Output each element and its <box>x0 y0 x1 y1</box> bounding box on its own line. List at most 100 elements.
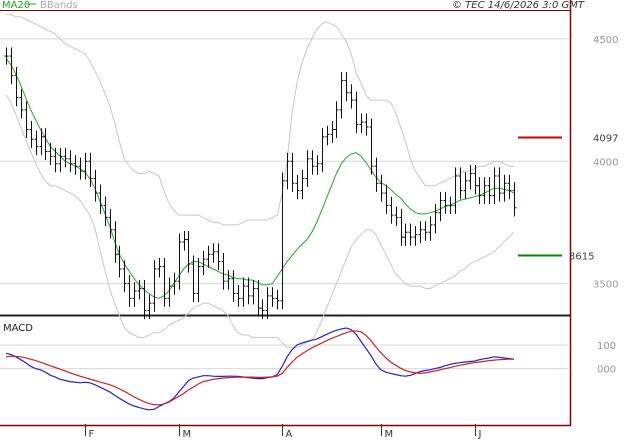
price-bar <box>349 84 354 109</box>
price-bar <box>438 191 443 222</box>
price-bar <box>428 216 433 241</box>
bollinger-bands <box>5 13 515 348</box>
price-bar <box>394 206 399 227</box>
price-bar <box>251 279 256 305</box>
price-bar <box>502 174 507 202</box>
price-bars <box>4 47 517 320</box>
x-tick-label: A <box>286 429 293 440</box>
price-bar <box>167 277 172 307</box>
price-bar <box>83 152 88 180</box>
price-bar <box>344 71 349 102</box>
price-bar <box>157 257 162 278</box>
price-bar <box>117 245 122 278</box>
price-bar <box>24 101 29 139</box>
price-bar <box>408 223 413 246</box>
price-bar <box>93 169 98 202</box>
price-bar <box>300 169 305 200</box>
price-bar <box>132 282 137 307</box>
price-bar <box>260 299 265 320</box>
price-bar <box>246 277 251 305</box>
ma20-path <box>5 58 515 299</box>
macd-panel <box>5 327 515 411</box>
price-bar <box>48 142 53 165</box>
price-bar <box>216 243 221 271</box>
price-bar <box>487 177 492 205</box>
resistance-level-label: 4097 <box>593 134 618 145</box>
price-bar <box>206 245 211 268</box>
price-bar <box>88 152 93 187</box>
price-bar <box>512 182 517 217</box>
macd-tick-label: 000 <box>597 365 616 376</box>
price-bar <box>108 208 113 239</box>
price-bar <box>211 243 216 263</box>
price-bar <box>186 231 191 273</box>
price-bar <box>34 130 39 156</box>
price-bar <box>63 147 68 168</box>
bb-lower-band <box>5 94 515 348</box>
price-bar <box>113 221 118 263</box>
price-levels: 4097 3615 <box>518 134 618 262</box>
price-bar <box>9 47 14 85</box>
price-bar <box>43 128 48 161</box>
price-bar <box>359 113 364 134</box>
x-tick-label: M <box>385 429 394 440</box>
price-bar <box>468 164 473 190</box>
y-tick-label: 4500 <box>593 35 618 46</box>
price-bar <box>152 260 157 312</box>
price-bar <box>423 221 428 241</box>
price-bar <box>477 177 482 205</box>
bbands-legend: BBands <box>40 0 78 11</box>
price-bar <box>191 255 196 302</box>
signal-line <box>5 330 514 406</box>
price-bar <box>172 272 177 295</box>
price-bar <box>305 150 310 187</box>
price-bar <box>280 172 285 310</box>
price-bar <box>339 71 344 119</box>
price-bar <box>265 287 270 320</box>
price-bar <box>147 294 152 320</box>
price-bar <box>458 167 463 200</box>
price-bar <box>53 147 58 173</box>
price-bar <box>285 152 290 190</box>
price-bar <box>403 223 408 246</box>
price-bar <box>354 91 359 134</box>
price-bar <box>196 257 201 302</box>
price-bar <box>369 118 374 175</box>
price-bar <box>418 221 423 244</box>
price-bar <box>73 155 78 175</box>
price-bar <box>433 204 438 234</box>
price-bar <box>122 260 127 293</box>
price-bar <box>29 120 34 148</box>
price-bar <box>364 113 369 136</box>
axis-labels: 4500 4000 3500 100 000 F M A M J <box>85 35 618 440</box>
ma20-line <box>5 58 515 299</box>
x-tick-label: M <box>183 429 192 440</box>
ma20-legend: MA20 <box>2 0 30 11</box>
price-bar <box>19 89 24 119</box>
grid-layer <box>0 38 570 370</box>
price-bar <box>310 150 315 175</box>
price-bar <box>98 184 103 214</box>
price-bar <box>58 147 63 173</box>
support-level-label: 3615 <box>569 251 594 262</box>
price-bar <box>384 184 389 214</box>
price-bar <box>236 284 241 307</box>
macd-title: MACD <box>3 323 33 334</box>
price-bar <box>482 177 487 205</box>
price-bar <box>507 174 512 200</box>
price-bar <box>413 226 418 246</box>
price-bar <box>142 279 147 320</box>
price-bar <box>374 157 379 192</box>
price-bar <box>103 196 108 227</box>
copyright-text: © TEC 14/6/2026 3:0 GMT <box>452 0 585 11</box>
price-bar <box>492 167 497 205</box>
price-bar <box>177 233 182 290</box>
price-bar <box>270 287 275 307</box>
price-bar <box>295 174 300 200</box>
price-bar <box>448 196 453 214</box>
bb-upper-band <box>6 13 514 226</box>
price-bar <box>290 152 295 192</box>
price-bar <box>320 128 325 173</box>
y-tick-label: 3500 <box>593 280 618 291</box>
